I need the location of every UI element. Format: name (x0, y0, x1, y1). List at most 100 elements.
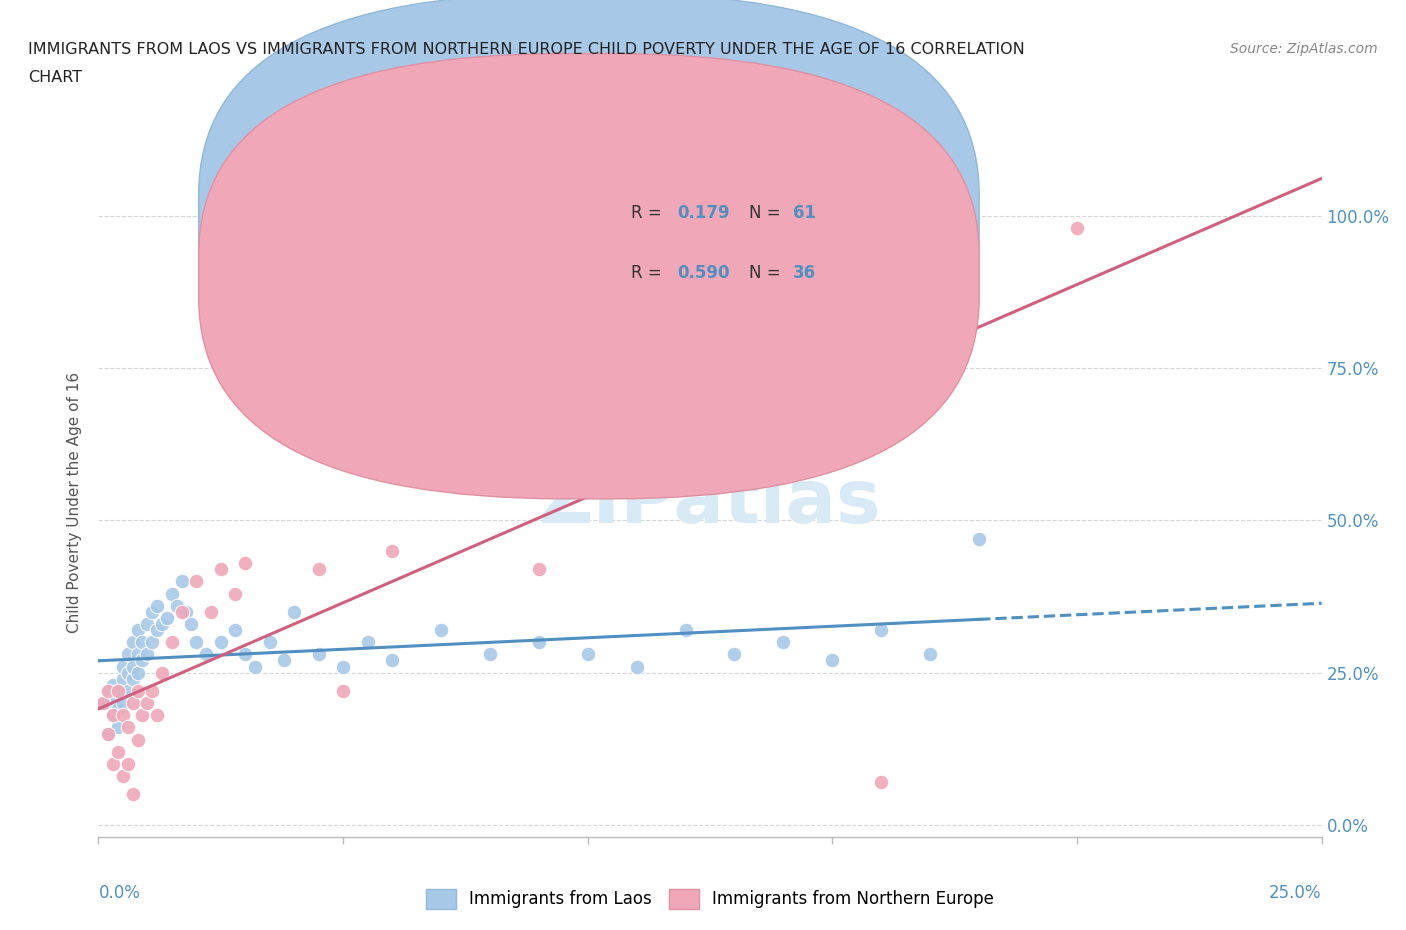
Point (156, 610, 179, 625)
Point (101, 756, 124, 771)
Point (356, 635, 378, 650)
Point (527, 635, 550, 650)
Point (233, 647, 256, 662)
Point (166, 598, 188, 613)
Point (131, 708, 153, 723)
Text: 0.179: 0.179 (678, 204, 730, 222)
FancyBboxPatch shape (546, 184, 924, 314)
Point (233, 555, 256, 570)
Point (97, 684, 120, 698)
Point (150, 665, 173, 680)
Point (146, 622, 169, 637)
Point (772, 635, 794, 650)
Point (478, 647, 501, 662)
Point (381, 543, 404, 558)
Point (107, 684, 129, 698)
Point (111, 769, 134, 784)
Point (97, 726, 120, 741)
Point (527, 562, 550, 577)
Y-axis label: Child Poverty Under the Age of 16: Child Poverty Under the Age of 16 (67, 372, 83, 632)
Point (576, 647, 599, 662)
FancyBboxPatch shape (198, 54, 979, 498)
Point (111, 696, 134, 711)
Point (308, 562, 330, 577)
Point (920, 647, 942, 662)
Point (308, 647, 330, 662)
Point (141, 684, 163, 698)
Text: ZIPatlas: ZIPatlas (538, 466, 882, 538)
Point (430, 622, 453, 637)
Text: R =: R = (630, 204, 666, 222)
Point (243, 659, 266, 674)
Point (209, 635, 232, 650)
Point (121, 659, 143, 674)
Point (141, 635, 163, 650)
Point (723, 282, 745, 297)
Point (870, 775, 893, 790)
Point (821, 653, 844, 668)
Point (200, 604, 222, 619)
Point (332, 684, 354, 698)
Point (111, 671, 134, 686)
Text: N =: N = (749, 204, 786, 222)
Text: N =: N = (749, 264, 786, 282)
Point (91, 696, 114, 711)
Text: R =: R = (630, 264, 666, 282)
Point (101, 677, 124, 692)
Point (117, 665, 139, 680)
Point (576, 239, 599, 254)
Point (127, 684, 149, 698)
Point (127, 647, 149, 662)
Point (97, 726, 120, 741)
Point (107, 720, 129, 735)
Point (117, 756, 139, 771)
Point (170, 574, 193, 589)
Point (131, 653, 153, 668)
Point (127, 732, 149, 747)
Text: Source: ZipAtlas.com: Source: ZipAtlas.com (1230, 42, 1378, 56)
Text: 36: 36 (793, 264, 817, 282)
Text: CHART: CHART (28, 70, 82, 85)
Text: 25.0%: 25.0% (1270, 884, 1322, 902)
Point (91, 696, 114, 711)
Point (136, 696, 159, 711)
Point (97, 684, 120, 698)
Point (967, 531, 990, 546)
Text: IMMIGRANTS FROM LAOS VS IMMIGRANTS FROM NORTHERN EUROPE CHILD POVERTY UNDER THE : IMMIGRANTS FROM LAOS VS IMMIGRANTS FROM … (28, 42, 1025, 57)
Point (259, 635, 281, 650)
FancyBboxPatch shape (198, 0, 979, 439)
Text: 61: 61 (793, 204, 817, 222)
Legend: Immigrants from Laos, Immigrants from Northern Europe: Immigrants from Laos, Immigrants from No… (419, 882, 1001, 916)
Point (160, 586, 183, 601)
Point (101, 696, 124, 711)
Point (454, 421, 477, 436)
Point (141, 604, 163, 619)
Point (101, 708, 124, 723)
Point (1066, 220, 1088, 235)
Point (170, 604, 193, 619)
Point (107, 744, 129, 759)
Point (121, 671, 143, 686)
Text: 0.590: 0.590 (678, 264, 730, 282)
Point (675, 622, 697, 637)
Point (107, 702, 129, 717)
Point (224, 586, 246, 601)
Point (136, 617, 159, 631)
Point (186, 635, 208, 650)
Point (273, 653, 295, 668)
Point (136, 647, 159, 662)
Point (626, 659, 648, 674)
Point (150, 617, 173, 631)
Point (723, 647, 745, 662)
Point (121, 787, 143, 802)
Point (127, 665, 149, 680)
Point (180, 617, 202, 631)
Point (127, 622, 149, 637)
Point (117, 684, 139, 698)
Point (381, 653, 404, 668)
Point (146, 708, 169, 723)
Text: 0.0%: 0.0% (98, 884, 141, 902)
Point (117, 647, 139, 662)
Point (111, 659, 134, 674)
Point (121, 635, 143, 650)
